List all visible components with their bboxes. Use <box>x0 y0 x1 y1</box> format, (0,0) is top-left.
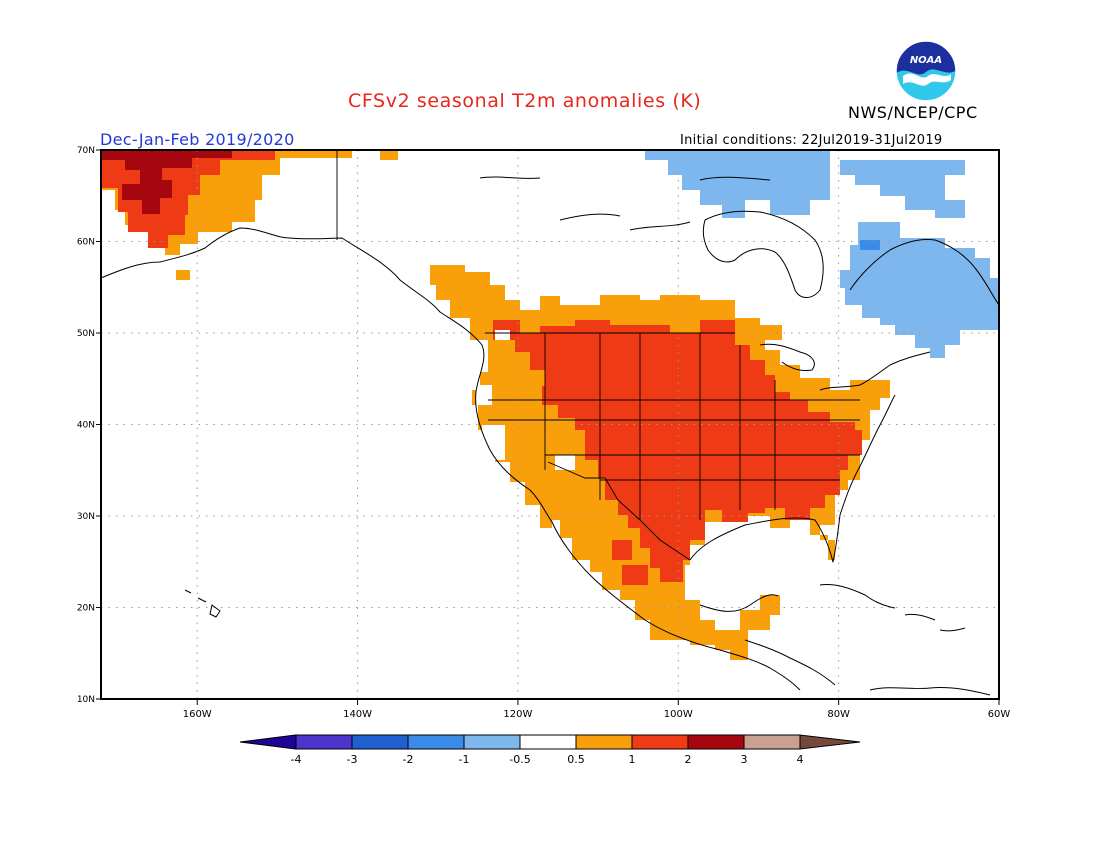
agency-label: NWS/NCEP/CPC <box>848 103 978 122</box>
legend-level-label: -2 <box>403 753 414 766</box>
legend-arrow-high <box>799 734 861 750</box>
logo-text: NOAA <box>910 55 942 66</box>
hole-nw-2-region <box>482 425 505 460</box>
legend-level-label: 2 <box>685 753 692 766</box>
border-2 <box>547 461 691 561</box>
lon-tick-label: 60W <box>988 709 1011 720</box>
yukon-patch-region <box>380 150 398 160</box>
legend-swatch <box>743 734 801 750</box>
legend-swatch <box>519 734 577 750</box>
coastline-7 <box>184 589 221 618</box>
mexico-red-1-region <box>612 540 632 560</box>
border-4 <box>488 399 860 481</box>
legend-swatch <box>575 734 633 750</box>
lat-tick-label: 40N <box>77 421 95 431</box>
arctic-blue-region <box>645 150 830 218</box>
political-borders <box>336 150 860 561</box>
coastline-8 <box>819 584 966 632</box>
legend-swatch <box>351 734 409 750</box>
coastline-9 <box>869 687 991 696</box>
coastline-6 <box>479 176 771 231</box>
coastlines <box>101 176 999 696</box>
initial-conditions: Initial conditions: 22Jul2019-31Jul2019 <box>680 133 943 148</box>
legend-swatch <box>295 734 353 750</box>
mexico-red-2-region <box>622 565 648 585</box>
legend-level-label: 4 <box>797 753 804 766</box>
legend-swatch <box>463 734 521 750</box>
forecast-period: Dec-Jan-Feb 2019/2020 <box>100 130 295 149</box>
border-3 <box>544 333 776 520</box>
coastline-3 <box>759 343 931 391</box>
legend-level-label: 1 <box>629 753 636 766</box>
lon-tick-label: 80W <box>827 709 850 720</box>
lat-tick-label: 50N <box>77 329 95 339</box>
lon-tick-label: 100W <box>664 709 693 720</box>
coastline-1 <box>689 394 896 563</box>
legend-level-label: -4 <box>291 753 302 766</box>
lon-tick-label: 160W <box>183 709 212 720</box>
axis-ticks: 160W 140W 120W 100W 80W 60W 10N 20N 30N 40N 50N 60N… <box>77 146 1011 720</box>
quebec-blue-mid-region <box>860 240 880 250</box>
alaska-island-region <box>176 270 190 280</box>
coastline-4 <box>702 210 824 298</box>
lat-tick-label: 20N <box>77 604 95 614</box>
legend-swatch <box>687 734 745 750</box>
lon-tick-label: 140W <box>343 709 372 720</box>
legend-level-label: 3 <box>741 753 748 766</box>
legend-swatch <box>631 734 689 750</box>
alaska-darkred-region <box>101 150 232 214</box>
graticule <box>101 150 999 699</box>
arctic-blue-east-region <box>840 160 965 218</box>
coastline-5 <box>849 239 999 306</box>
quebec-blue-region <box>840 222 999 358</box>
legend-level-label: -0.5 <box>509 753 530 766</box>
noaa-logo: NOAA <box>895 40 957 102</box>
legend-level-label: 0.5 <box>567 753 585 766</box>
map-title: CFSv2 seasonal T2m anomalies (K) <box>348 90 702 112</box>
legend-level-label: -3 <box>347 753 358 766</box>
us-red-region <box>493 320 862 582</box>
legend-swatch <box>407 734 465 750</box>
legend-level-label: -1 <box>459 753 470 766</box>
lat-tick-label: 60N <box>77 238 95 248</box>
lat-tick-label: 70N <box>77 146 95 156</box>
hole-sw-region <box>555 455 575 470</box>
legend-arrow-low <box>239 734 297 750</box>
lat-tick-label: 10N <box>77 695 95 705</box>
coastline-2 <box>699 594 836 686</box>
lon-tick-label: 120W <box>503 709 532 720</box>
lat-tick-label: 30N <box>77 512 95 522</box>
coastline-0 <box>101 227 801 691</box>
